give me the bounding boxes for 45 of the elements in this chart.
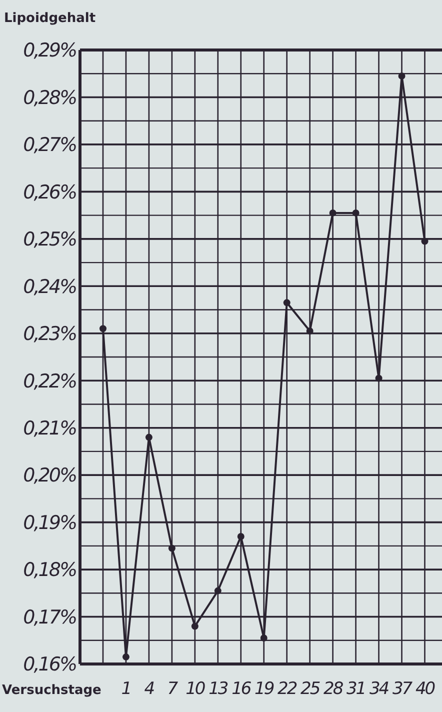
- x-axis-title: Versuchstage: [2, 683, 102, 698]
- x-tick-label: 7: [167, 679, 178, 699]
- x-tick-label: 13: [208, 679, 228, 699]
- x-tick-label: 28: [324, 679, 344, 699]
- y-tick-label: 0,29%: [23, 40, 76, 62]
- y-axis-title: Lipoidgehalt: [4, 11, 96, 26]
- point: [421, 238, 428, 245]
- y-tick-label: 0,24%: [23, 276, 76, 298]
- y-tick-label: 0,25%: [23, 228, 76, 251]
- x-tick-label: 16: [232, 679, 252, 699]
- x-tick-label: 10: [186, 679, 205, 699]
- y-tick-label: 0,18%: [23, 559, 76, 582]
- x-tick-label: 1: [121, 679, 131, 699]
- y-tick-label: 0,17%: [23, 606, 76, 628]
- x-tick-label: 25: [300, 679, 320, 699]
- point: [99, 325, 106, 332]
- y-tick-label: 0,23%: [23, 323, 76, 346]
- x-tick-label: 19: [254, 679, 274, 699]
- point: [398, 72, 406, 80]
- y-tick-label: 0,16%: [23, 654, 76, 676]
- point: [145, 434, 152, 441]
- point: [375, 374, 382, 382]
- point: [306, 328, 314, 335]
- y-tick-label: 0,20%: [23, 464, 76, 487]
- point: [214, 587, 222, 594]
- x-tick-label: 34: [369, 679, 389, 699]
- y-tick-label: 0,22%: [23, 370, 76, 392]
- y-tick-label: 0,19%: [23, 512, 76, 534]
- point: [122, 653, 130, 660]
- x-tick-label: 31: [346, 679, 366, 699]
- y-tick-label: 0,27%: [23, 134, 76, 156]
- point: [352, 209, 360, 216]
- y-tick-label: 0,26%: [23, 181, 76, 204]
- x-tick-label: 37: [392, 679, 413, 699]
- point: [191, 622, 198, 630]
- point: [260, 634, 268, 642]
- x-tick-label: 40: [415, 679, 435, 699]
- point: [329, 209, 336, 216]
- point: [237, 532, 244, 540]
- y-tick-label: 0,28%: [23, 86, 76, 109]
- x-tick-label: 22: [278, 679, 297, 699]
- point: [283, 299, 290, 306]
- point: [168, 544, 176, 552]
- x-tick-label: 4: [144, 679, 154, 699]
- y-tick-label: 0,21%: [23, 417, 76, 440]
